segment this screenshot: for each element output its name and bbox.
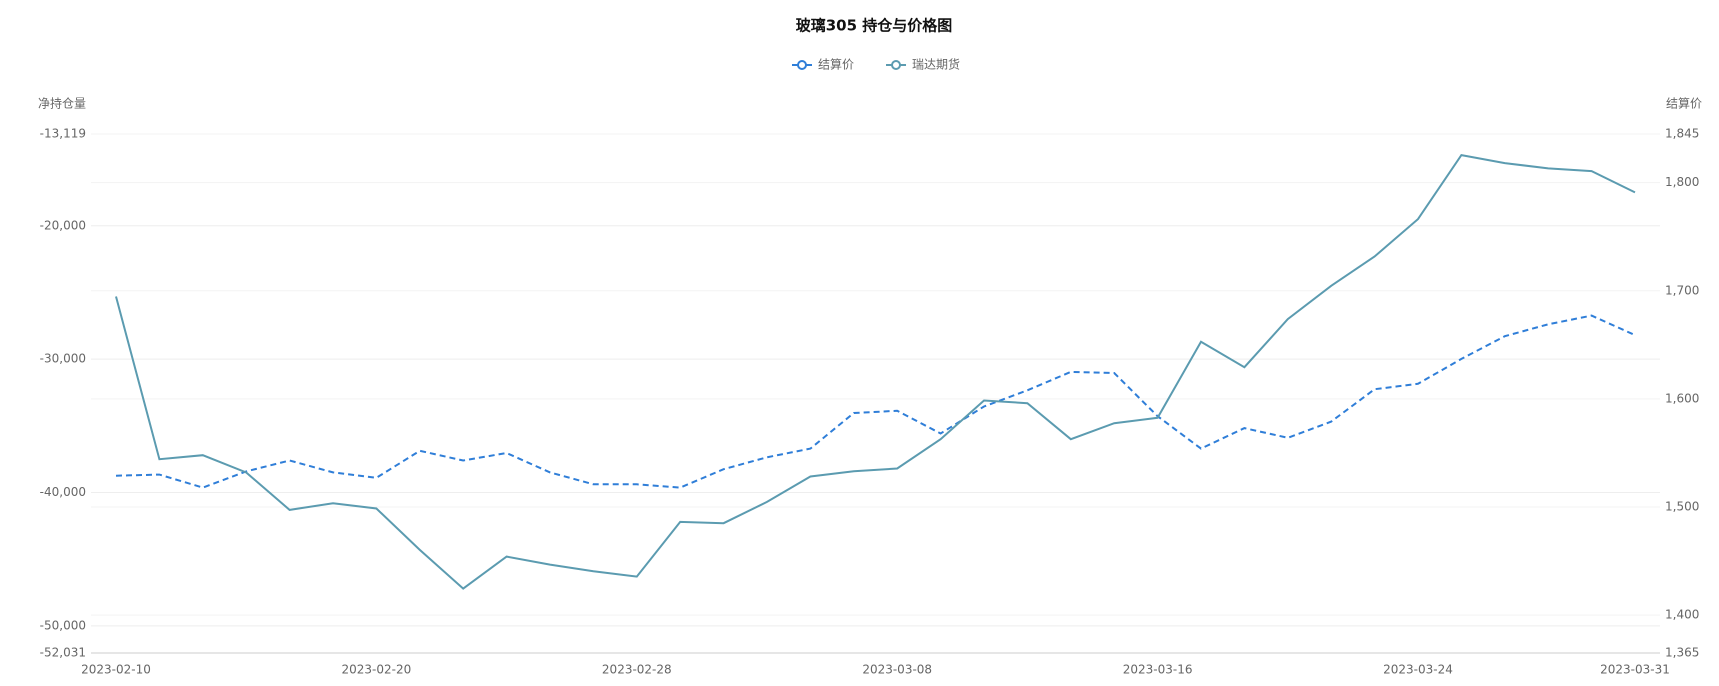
x-tick-label: 2023-02-20	[342, 663, 412, 677]
chart-title: 玻璃305 持仓与价格图	[796, 17, 953, 35]
y-tick-label: -13,119	[40, 127, 86, 141]
legend-label: 瑞达期货	[912, 57, 960, 72]
y-tick-label: -30,000	[40, 352, 86, 366]
legend-label: 结算价	[818, 57, 854, 72]
y-tick-label: -50,000	[40, 618, 86, 632]
y2-axis-label: 结算价	[1666, 96, 1702, 111]
y-axis-label: 净持仓量	[38, 96, 86, 111]
y-tick-label: -40,000	[40, 485, 86, 499]
legend-icon	[797, 60, 807, 70]
y-tick-label: -52,031	[40, 646, 86, 660]
y2-tick-label: 1,365	[1665, 646, 1699, 660]
y2-tick-label: 1,500	[1665, 500, 1699, 514]
x-tick-label: 2023-02-28	[602, 663, 672, 677]
x-tick-label: 2023-03-08	[862, 663, 932, 677]
series-line	[115, 153, 1636, 590]
y2-tick-label: 1,800	[1665, 175, 1699, 189]
y2-tick-label: 1,700	[1665, 283, 1699, 297]
x-tick-label: 2023-02-10	[81, 663, 151, 677]
x-tick-label: 2023-03-24	[1383, 663, 1453, 677]
y2-tick-label: 1,845	[1665, 127, 1699, 141]
y2-tick-label: 1,600	[1665, 391, 1699, 405]
y-tick-label: -20,000	[40, 218, 86, 232]
legend-icon	[891, 60, 902, 70]
series-line	[115, 314, 1636, 489]
y2-tick-label: 1,400	[1665, 608, 1699, 622]
x-tick-label: 2023-03-31	[1600, 663, 1670, 677]
x-tick-label: 2023-03-16	[1123, 663, 1193, 677]
